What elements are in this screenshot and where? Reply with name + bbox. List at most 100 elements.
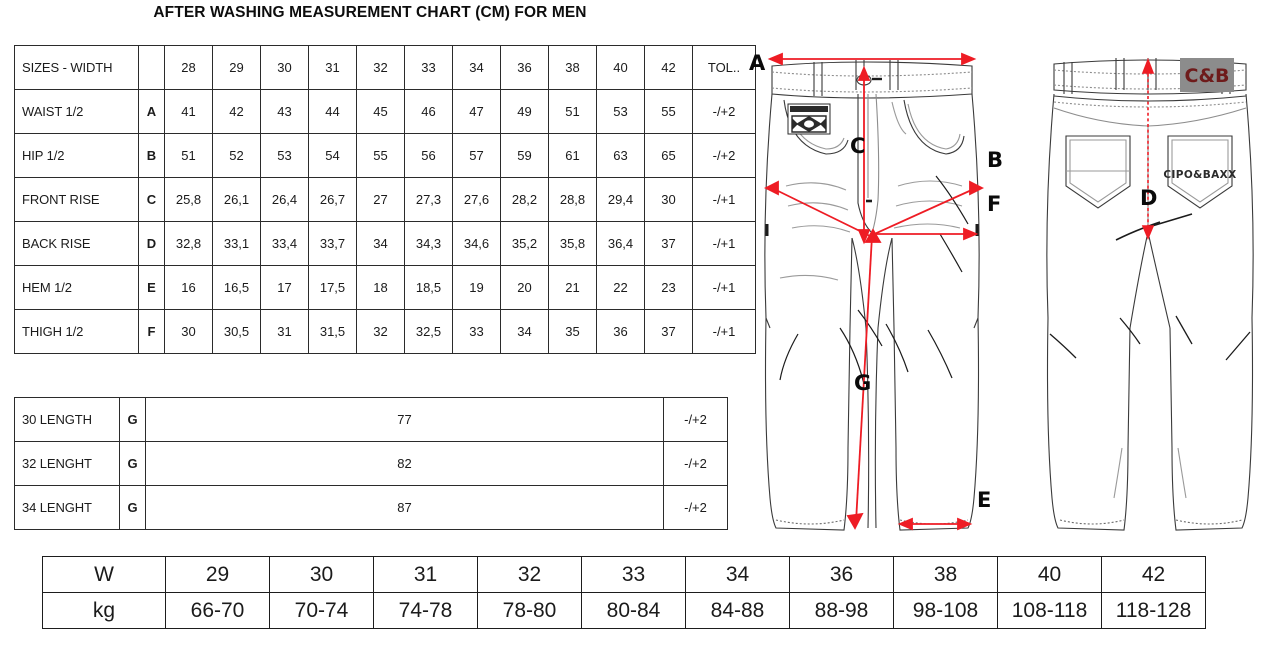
row-letter: B bbox=[138, 133, 165, 178]
column-header-size: 30 bbox=[260, 45, 309, 90]
table-row: BACK RISE D 32,8 33,1 33,4 33,7 34 34,3 34,6 35,2… bbox=[14, 221, 756, 266]
weight-size-row: W 29 30 31 32 33 34 36 38 40 42 bbox=[42, 556, 1206, 593]
length-value-cell: 82 bbox=[145, 441, 664, 486]
weight-range-cell: 118-128 bbox=[1101, 592, 1206, 629]
dim-label-G: G bbox=[854, 371, 872, 395]
weight-row-header-kg: kg bbox=[42, 592, 166, 629]
weight-range-cell: 88-98 bbox=[789, 592, 894, 629]
column-header-size: 40 bbox=[596, 45, 645, 90]
measurement-cell: 35 bbox=[548, 309, 597, 354]
length-tolerance-cell: -/+2 bbox=[663, 441, 728, 486]
measurement-cell: 29,4 bbox=[596, 177, 645, 222]
measurement-cell: 30,5 bbox=[212, 309, 261, 354]
measurement-cell: 27,6 bbox=[452, 177, 501, 222]
measurement-cell: 31,5 bbox=[308, 309, 357, 354]
weight-size-cell: 34 bbox=[685, 556, 790, 593]
table-row: WAIST 1/2 A 41 42 43 44 45 46 47 49 51 53 55 -/+2 bbox=[14, 89, 756, 134]
tolerance-cell: -/+1 bbox=[692, 221, 756, 266]
table-header-row: SIZES - WIDTH 28 29 30 31 32 33 34 36 38 40 42 TOL.. bbox=[14, 45, 756, 90]
measurement-cell: 35,2 bbox=[500, 221, 549, 266]
row-label: FRONT RISE bbox=[14, 177, 139, 222]
measurement-cell: 37 bbox=[644, 221, 693, 266]
waistband-patch-text: C&B bbox=[1185, 65, 1230, 87]
length-tolerance-cell: -/+2 bbox=[663, 397, 728, 442]
measurement-cell: 52 bbox=[212, 133, 261, 178]
weight-kg-row: kg 66-70 70-74 74-78 78-80 80-84 84-88 88-98 98-… bbox=[42, 592, 1206, 629]
weight-range-cell: 80-84 bbox=[581, 592, 686, 629]
weight-size-cell: 30 bbox=[269, 556, 374, 593]
weight-size-cell: 32 bbox=[477, 556, 582, 593]
weight-size-cell: 36 bbox=[789, 556, 894, 593]
measurement-cell: 36 bbox=[596, 309, 645, 354]
measurement-cell: 53 bbox=[260, 133, 309, 178]
length-row-label: 32 LENGHT bbox=[14, 441, 120, 486]
measurement-cell: 43 bbox=[260, 89, 309, 134]
measurement-cell: 63 bbox=[596, 133, 645, 178]
measurement-cell: 28,2 bbox=[500, 177, 549, 222]
column-header-size: 36 bbox=[500, 45, 549, 90]
column-header-size: 38 bbox=[548, 45, 597, 90]
measurement-cell: 34,3 bbox=[404, 221, 453, 266]
length-row-label: 30 LENGTH bbox=[14, 397, 120, 442]
measurement-cell: 16 bbox=[164, 265, 213, 310]
measurement-cell: 55 bbox=[644, 89, 693, 134]
table-row: HIP 1/2 B 51 52 53 54 55 56 57 59 61 63 65 -/+2 bbox=[14, 133, 756, 178]
measurement-cell: 53 bbox=[596, 89, 645, 134]
jeans-front-view-diagram: A C B F G E bbox=[740, 28, 1012, 538]
column-header-size: 29 bbox=[212, 45, 261, 90]
dim-label-F: F bbox=[987, 192, 1002, 216]
length-value-cell: 77 bbox=[145, 397, 664, 442]
weight-range-cell: 98-108 bbox=[893, 592, 998, 629]
measurement-cell: 30 bbox=[164, 309, 213, 354]
measurement-cell: 56 bbox=[404, 133, 453, 178]
length-table: 30 LENGTH G 77 -/+2 32 LENGHT G 82 -/+2 34 LENGH… bbox=[14, 397, 728, 530]
measurement-cell: 32,5 bbox=[404, 309, 453, 354]
dim-label-A: A bbox=[749, 51, 766, 75]
waistband-patch: C&B bbox=[1180, 58, 1234, 92]
measurement-cell: 42 bbox=[212, 89, 261, 134]
measurement-cell: 49 bbox=[500, 89, 549, 134]
length-row: 34 LENGHT G 87 -/+2 bbox=[14, 485, 728, 530]
row-letter: C bbox=[138, 177, 165, 222]
weight-size-cell: 38 bbox=[893, 556, 998, 593]
measurement-cell: 33,4 bbox=[260, 221, 309, 266]
row-label: HIP 1/2 bbox=[14, 133, 139, 178]
column-header-size: 34 bbox=[452, 45, 501, 90]
measurement-cell: 27 bbox=[356, 177, 405, 222]
measurement-cell: 33,1 bbox=[212, 221, 261, 266]
measurement-cell: 35,8 bbox=[548, 221, 597, 266]
length-row-letter: G bbox=[119, 485, 146, 530]
weight-size-cell: 33 bbox=[581, 556, 686, 593]
row-label: THIGH 1/2 bbox=[14, 309, 139, 354]
measurement-cell: 47 bbox=[452, 89, 501, 134]
length-row: 30 LENGTH G 77 -/+2 bbox=[14, 397, 728, 442]
measurement-cell: 54 bbox=[308, 133, 357, 178]
measurement-cell: 34 bbox=[500, 309, 549, 354]
table-row: HEM 1/2 E 16 16,5 17 17,5 18 18,5 19 20 21 22 23 -/+1 bbox=[14, 265, 756, 310]
column-header-size: 28 bbox=[164, 45, 213, 90]
measurement-cell: 65 bbox=[644, 133, 693, 178]
weight-size-cell: 29 bbox=[165, 556, 270, 593]
measurement-cell: 17,5 bbox=[308, 265, 357, 310]
row-letter: E bbox=[138, 265, 165, 310]
weight-range-cell: 78-80 bbox=[477, 592, 582, 629]
row-letter: A bbox=[138, 89, 165, 134]
column-header-size: 42 bbox=[644, 45, 693, 90]
measurement-cell: 26,4 bbox=[260, 177, 309, 222]
length-row-label: 34 LENGHT bbox=[14, 485, 120, 530]
measurement-cell: 34,6 bbox=[452, 221, 501, 266]
measurement-cell: 31 bbox=[260, 309, 309, 354]
measurement-cell: 26,7 bbox=[308, 177, 357, 222]
weight-range-cell: 74-78 bbox=[373, 592, 478, 629]
weight-range-cell: 108-118 bbox=[997, 592, 1102, 629]
measurement-cell: 45 bbox=[356, 89, 405, 134]
measurement-cell: 32 bbox=[356, 309, 405, 354]
tolerance-cell: -/+1 bbox=[692, 309, 756, 354]
column-header-tolerance: TOL.. bbox=[692, 45, 756, 90]
tolerance-cell: -/+1 bbox=[692, 265, 756, 310]
length-row: 32 LENGHT G 82 -/+2 bbox=[14, 441, 728, 486]
row-letter: D bbox=[138, 221, 165, 266]
dim-label-D: D bbox=[1140, 186, 1158, 210]
weight-range-cell: 66-70 bbox=[165, 592, 270, 629]
measurement-cell: 23 bbox=[644, 265, 693, 310]
